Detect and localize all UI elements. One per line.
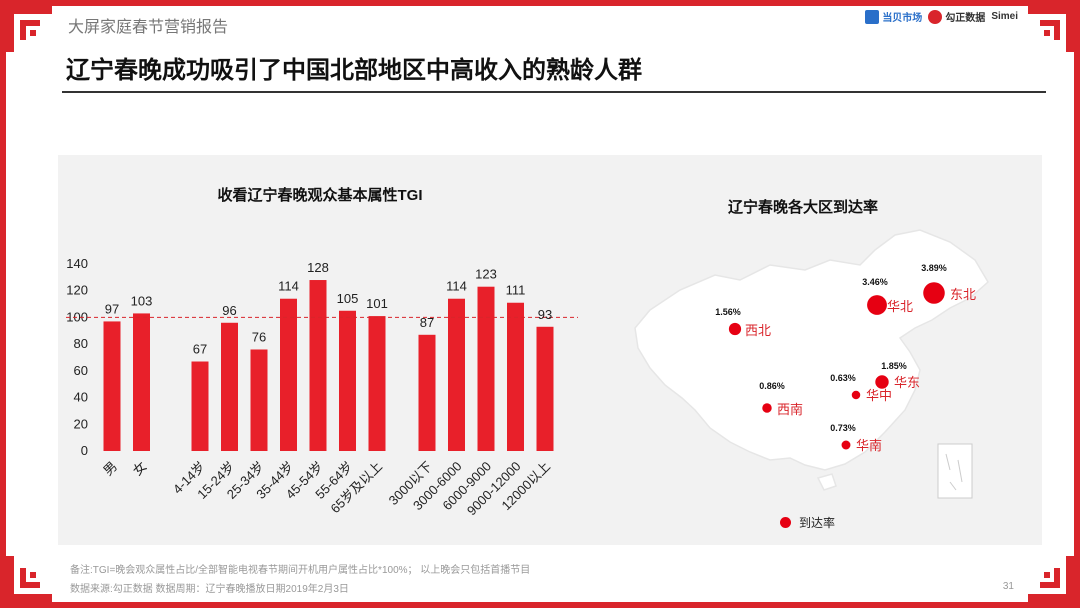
bar-value-label: 128 bbox=[307, 260, 329, 275]
y-tick-label: 80 bbox=[74, 336, 88, 351]
region-reach-value: 3.46% bbox=[862, 277, 888, 287]
region-name-label: 西北 bbox=[745, 323, 771, 338]
region-reach-value: 1.85% bbox=[881, 361, 907, 371]
tgi-bar bbox=[250, 349, 268, 451]
y-tick-label: 20 bbox=[74, 416, 88, 431]
y-tick-label: 140 bbox=[66, 256, 88, 271]
bar-value-label: 97 bbox=[105, 301, 119, 316]
headline-divider bbox=[62, 91, 1046, 93]
region-reach-dot bbox=[728, 322, 742, 336]
page-number: 31 bbox=[1002, 581, 1014, 592]
legend-dot-icon bbox=[780, 517, 791, 528]
dangbei-logo: 当贝市场 bbox=[865, 9, 922, 24]
partner-logos: 当贝市场 勾正数据 Simei bbox=[865, 9, 1018, 24]
region-reach-dot bbox=[851, 390, 861, 400]
category-label: 女 bbox=[130, 459, 150, 479]
tgi-bar bbox=[339, 310, 356, 451]
hainan-island bbox=[816, 473, 837, 491]
gozen-logo: 勾正数据 bbox=[928, 9, 985, 24]
region-name-label: 东北 bbox=[950, 287, 976, 302]
category-label: 男 bbox=[100, 459, 120, 479]
tgi-bar bbox=[280, 298, 297, 451]
bar-value-label: 67 bbox=[193, 342, 207, 357]
tgi-bar bbox=[536, 326, 554, 451]
region-reach-value: 1.56% bbox=[715, 307, 741, 317]
bar-value-label: 123 bbox=[475, 267, 497, 282]
footnote-definition: 备注:TGI=晚会观众属性占比/全部智能电视春节期间开机用户属性占比*100%；… bbox=[70, 565, 531, 576]
region-name-label: 华中 bbox=[866, 388, 892, 403]
region-reach-dot bbox=[841, 440, 851, 450]
tgi-bar bbox=[448, 298, 465, 451]
corner-ornament bbox=[6, 6, 52, 52]
legend-label: 到达率 bbox=[799, 516, 836, 530]
footnote-source: 数据来源:勾正数据 数据周期：辽宁春晚播放日期2019年2月3日 bbox=[70, 584, 349, 595]
region-name-label: 华东 bbox=[894, 375, 920, 390]
region-name-label: 华南 bbox=[856, 438, 882, 453]
tgi-bar bbox=[103, 321, 121, 451]
region-reach-value: 0.86% bbox=[759, 381, 785, 391]
region-reach-dot bbox=[923, 282, 945, 304]
tgi-bar bbox=[368, 316, 386, 451]
corner-ornament bbox=[1028, 6, 1074, 52]
y-tick-label: 40 bbox=[74, 390, 88, 405]
china-region-map: 3.89% 东北 3.46% 华北 1.56% 西北 1.85% 华东 0.63% 华中 0.86%… bbox=[634, 229, 989, 499]
region-name-label: 华北 bbox=[887, 299, 913, 314]
page-headline: 辽宁春晚成功吸引了中国北部地区中高收入的熟龄人群 bbox=[66, 57, 642, 84]
bar-value-label: 114 bbox=[278, 279, 299, 294]
y-tick-label: 120 bbox=[66, 283, 88, 298]
bar-value-label: 105 bbox=[337, 291, 359, 306]
y-tick-label: 0 bbox=[81, 443, 88, 458]
report-title: 大屏家庭春节营销报告 bbox=[68, 19, 229, 36]
region-reach-value: 0.63% bbox=[830, 373, 856, 383]
tgi-bar bbox=[507, 302, 524, 451]
tgi-bar bbox=[191, 361, 209, 451]
region-reach-value: 0.73% bbox=[830, 423, 856, 433]
region-reach-dot bbox=[762, 403, 772, 413]
map-legend: 到达率 bbox=[780, 514, 835, 531]
bar-value-label: 101 bbox=[366, 296, 388, 311]
region-reach-dot bbox=[867, 295, 887, 315]
bar-value-label: 87 bbox=[420, 315, 434, 330]
bar-value-label: 76 bbox=[252, 329, 266, 344]
bar-value-label: 96 bbox=[222, 303, 236, 318]
y-tick-label: 60 bbox=[74, 363, 88, 378]
tgi-bar bbox=[221, 322, 238, 451]
corner-ornament bbox=[1028, 556, 1074, 602]
bar-value-label: 103 bbox=[131, 293, 153, 308]
tgi-bar bbox=[418, 334, 436, 451]
south-sea-inset bbox=[937, 443, 973, 499]
south-sea-islands bbox=[945, 453, 963, 491]
map-chart-title: 辽宁春晚各大区到达率 bbox=[728, 199, 879, 216]
tgi-bar bbox=[309, 280, 327, 451]
china-outline bbox=[634, 229, 989, 471]
bar-value-label: 114 bbox=[446, 279, 467, 294]
tgi-chart-title: 收看辽宁春晚观众基本属性TGI bbox=[218, 186, 423, 204]
region-reach-dot bbox=[875, 375, 889, 389]
region-reach-value: 3.89% bbox=[921, 263, 947, 273]
y-tick-label: 100 bbox=[66, 309, 88, 324]
simei-logo: Simei bbox=[991, 11, 1018, 22]
tgi-bar-chart: 收看辽宁春晚观众基本属性TGI 0 20 40 60 80 100 120 140 97 103… bbox=[66, 186, 578, 518]
bar-value-label: 111 bbox=[506, 283, 526, 298]
tgi-bar bbox=[477, 286, 495, 451]
bar-value-label: 93 bbox=[538, 307, 552, 322]
tgi-bar bbox=[133, 313, 150, 451]
corner-ornament bbox=[6, 556, 52, 602]
region-name-label: 西南 bbox=[777, 402, 803, 417]
